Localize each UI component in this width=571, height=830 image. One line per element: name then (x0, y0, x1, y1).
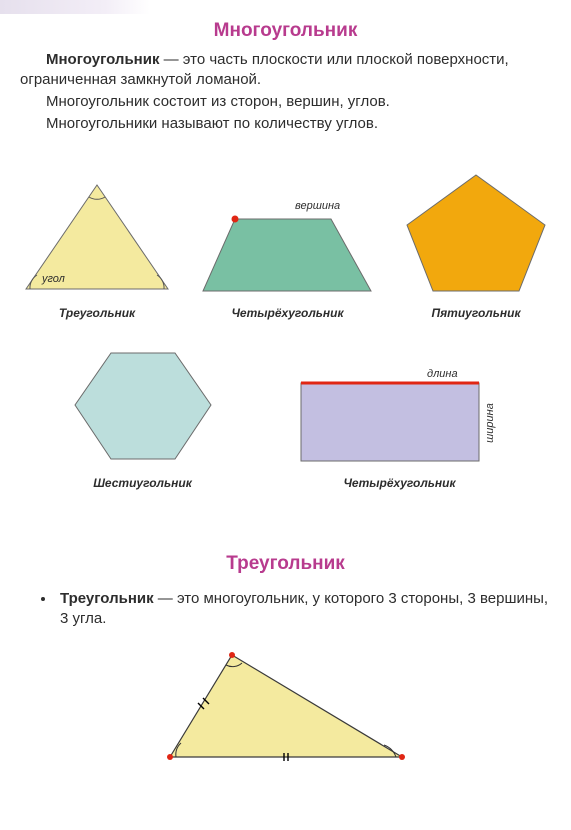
label-width: ширина (484, 403, 496, 443)
fig-quadrilateral: вершина Четырёхугольник (199, 195, 377, 321)
caption-triangle: Треугольник (59, 305, 135, 321)
figures-row-2: Шестиугольник длина ширина Четырёхугольн… (20, 345, 551, 491)
definition-item: Треугольник — это многоугольник, у котор… (56, 589, 551, 630)
section1-para3: Многоугольники называют по количеству уг… (20, 114, 551, 134)
term-triangle: Треугольник (60, 590, 154, 607)
label-vertex: вершина (295, 200, 340, 212)
triangle-svg: угол (22, 179, 172, 297)
pentagon-svg (403, 169, 549, 297)
figures-row-1: угол Треугольник вершина Четырёхугольник… (20, 169, 551, 321)
label-angle: угол (41, 273, 65, 285)
page-header-decoration (0, 0, 150, 14)
section2: Треугольник Треугольник — это многоуголь… (20, 551, 551, 773)
caption-hexagon: Шестиугольник (93, 475, 192, 491)
definition-list: Треугольник — это многоугольник, у котор… (46, 589, 551, 630)
triangle2-svg (156, 647, 416, 767)
fig-rectangle: длина ширина Четырёхугольник (297, 365, 503, 491)
trapezoid-svg: вершина (199, 195, 377, 297)
fig-pentagon: Пятиугольник (403, 169, 549, 321)
section1-para1: Многоугольник — это часть плоскости или … (20, 50, 551, 91)
triangle-figure (20, 647, 551, 773)
fig-hexagon: Шестиугольник (69, 345, 217, 491)
section1-title: Многоугольник (20, 18, 551, 44)
caption-quadrilateral: Четырёхугольник (231, 305, 343, 321)
fig-triangle: угол Треугольник (22, 179, 172, 321)
term-polygon: Многоугольник (46, 51, 159, 68)
section1-para2: Многоугольник состоит из сторон, вершин,… (20, 92, 551, 112)
hexagon-svg (69, 345, 217, 467)
rectangle-svg: длина ширина (297, 365, 503, 467)
label-length: длина (427, 368, 458, 380)
caption-pentagon: Пятиугольник (431, 305, 520, 321)
caption-rectangle: Четырёхугольник (343, 475, 455, 491)
section2-title: Треугольник (20, 551, 551, 577)
